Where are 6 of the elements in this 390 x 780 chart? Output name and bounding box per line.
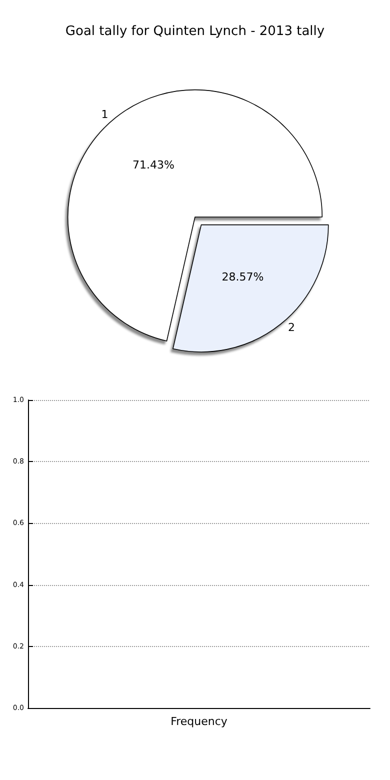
data-label: 71.43% (132, 158, 174, 172)
x-axis-title: Frequency (170, 715, 228, 728)
slice-label: 1 (101, 108, 108, 121)
data-label: 28.57% (222, 270, 264, 284)
slice-label: 2 (288, 320, 296, 334)
chart-title: Goal tally for Quinten Lynch - 2013 tally (65, 24, 325, 39)
